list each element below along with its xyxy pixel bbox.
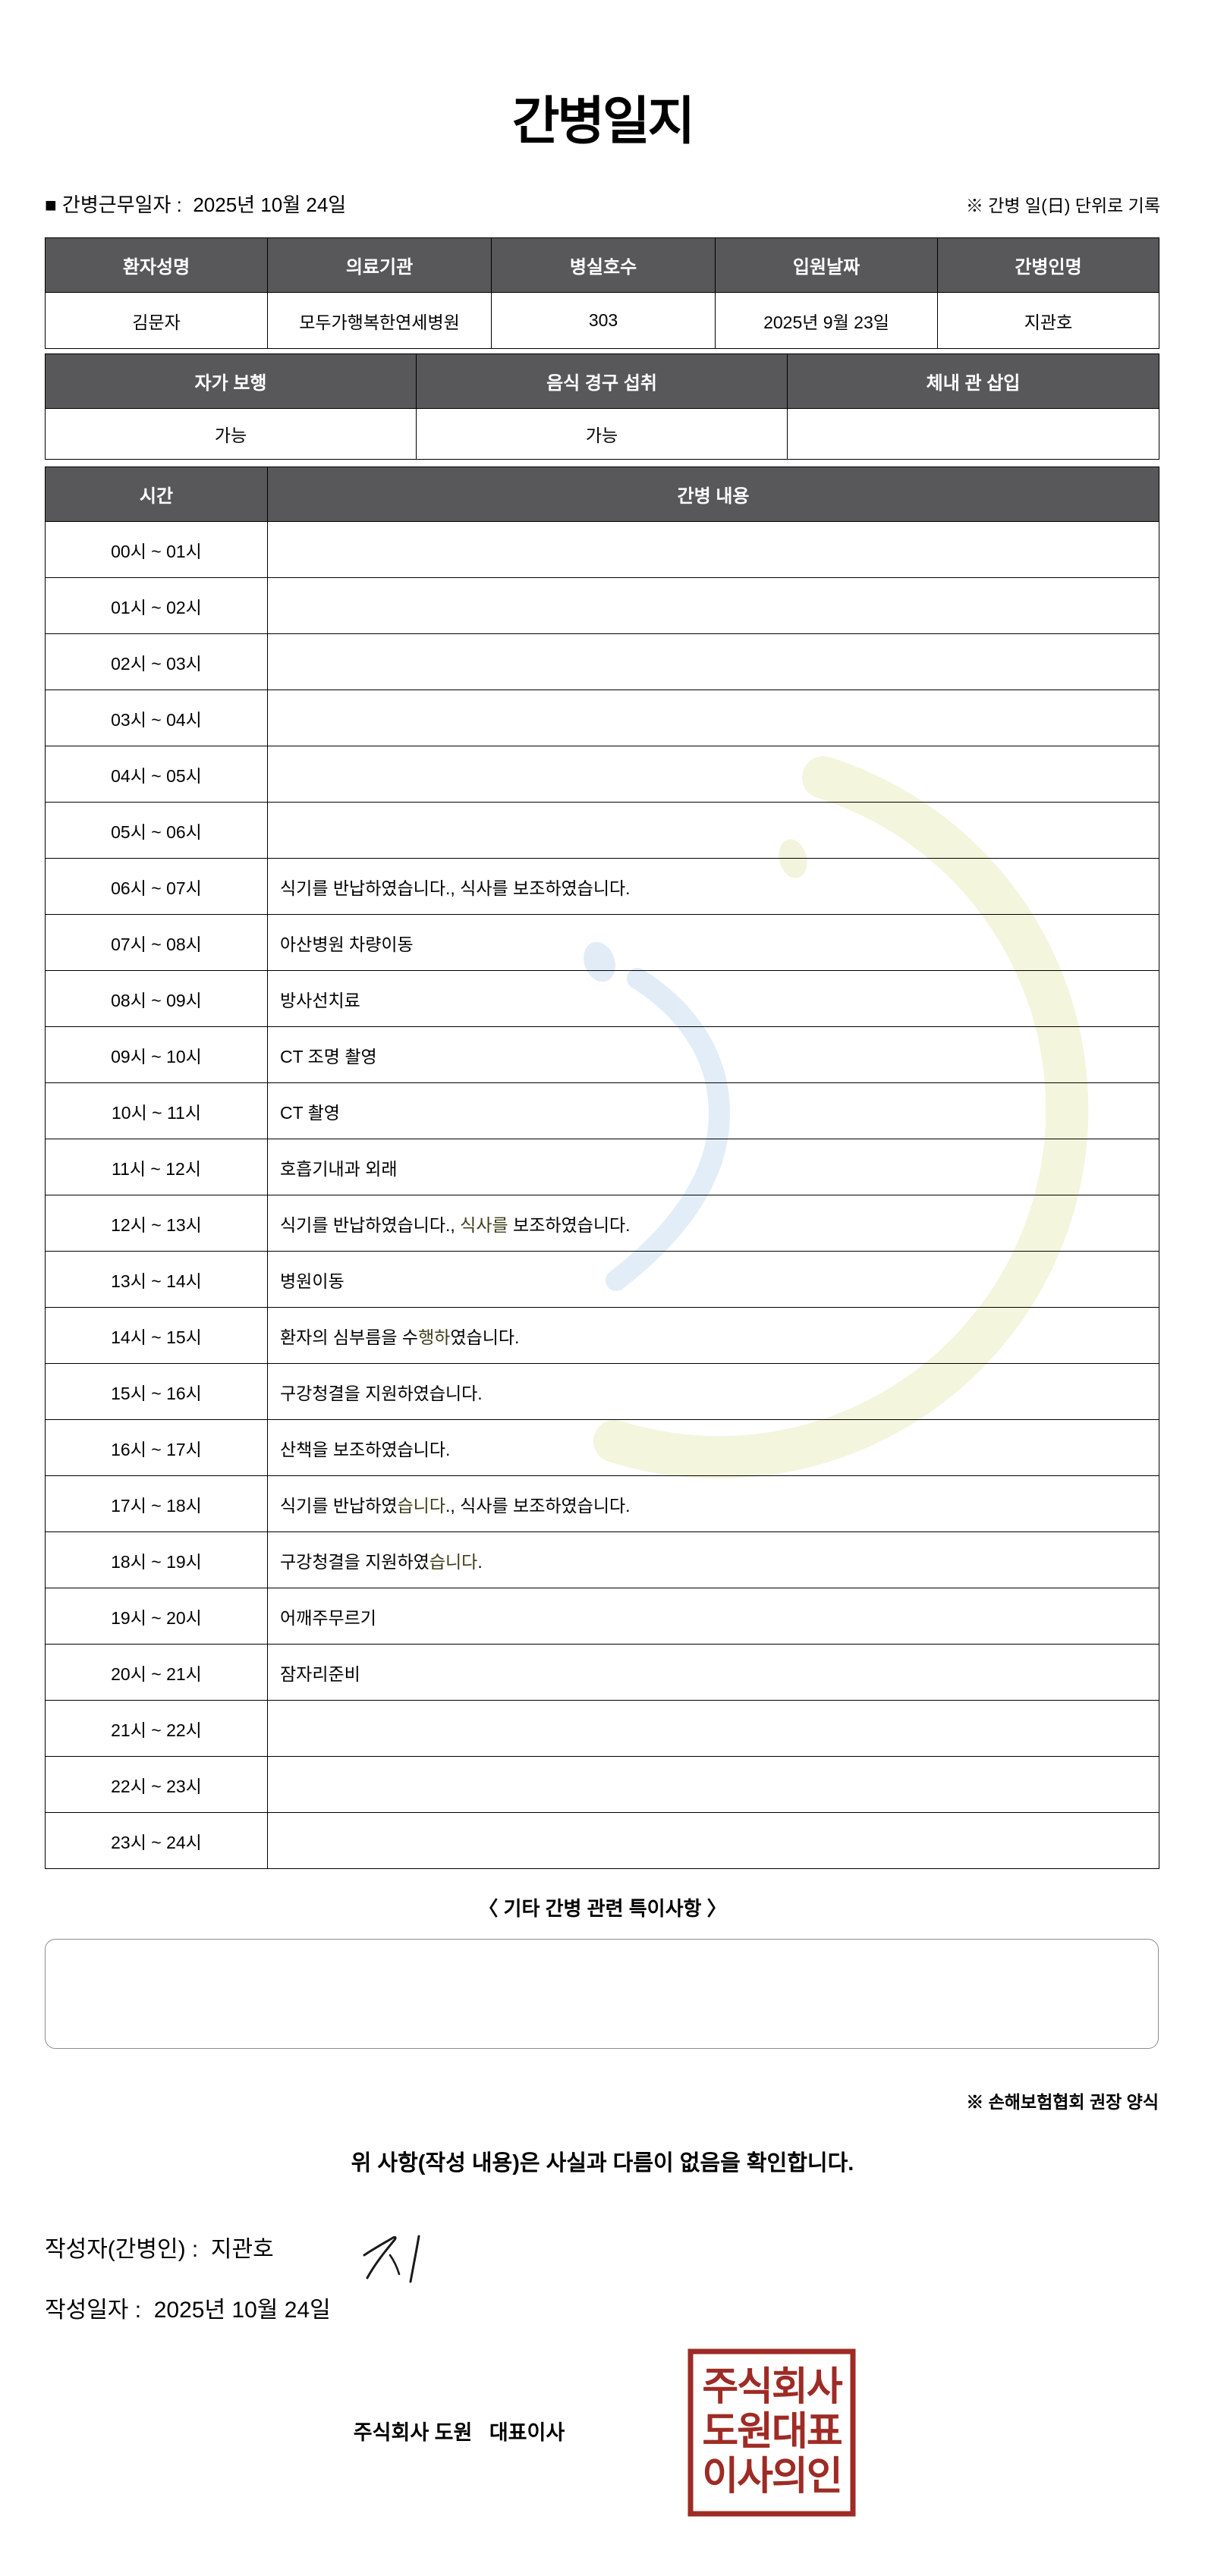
- svg-text:도원대표: 도원대표: [702, 2410, 842, 2454]
- svg-text:주식회사: 주식회사: [702, 2365, 843, 2409]
- svg-text:이사의인: 이사의인: [702, 2455, 841, 2499]
